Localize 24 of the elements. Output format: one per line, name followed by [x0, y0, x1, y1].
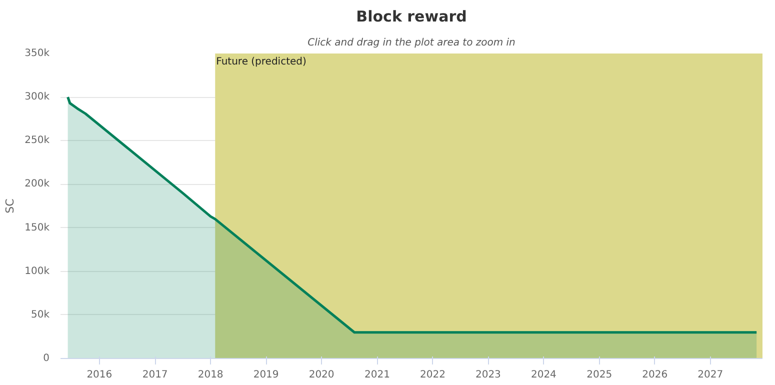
x-tick-label: 2017	[142, 370, 168, 380]
x-tick-label: 2024	[530, 370, 556, 380]
y-tick-label: 350k	[24, 48, 50, 59]
y-tick-label: 0	[43, 353, 50, 364]
y-tick-label: 50k	[30, 309, 50, 320]
x-tick-label: 2021	[364, 370, 390, 380]
y-tick-label: 150k	[24, 222, 50, 234]
x-tick-label: 2026	[642, 370, 668, 380]
chart-subtitle: Click and drag in the plot area to zoom in	[308, 38, 516, 48]
x-tick-label: 2022	[420, 370, 446, 380]
x-tick-label: 2020	[308, 370, 334, 380]
x-tick-label: 2018	[198, 370, 224, 380]
x-tick-label: 2027	[698, 370, 724, 380]
x-tick-label: 2025	[586, 370, 612, 380]
x-tick-label: 2016	[86, 370, 112, 380]
x-tick-label: 2023	[475, 370, 501, 380]
y-tick-label: 250k	[24, 135, 50, 146]
y-tick-label: 100k	[24, 266, 50, 277]
y-tick-label: 300k	[24, 92, 50, 103]
x-tick-label: 2019	[253, 370, 279, 380]
band-label: Future (predicted)	[216, 56, 306, 68]
chart-title: Block reward	[356, 8, 467, 26]
y-tick-label: 200k	[24, 178, 50, 190]
y-axis-title: SC	[4, 198, 17, 214]
